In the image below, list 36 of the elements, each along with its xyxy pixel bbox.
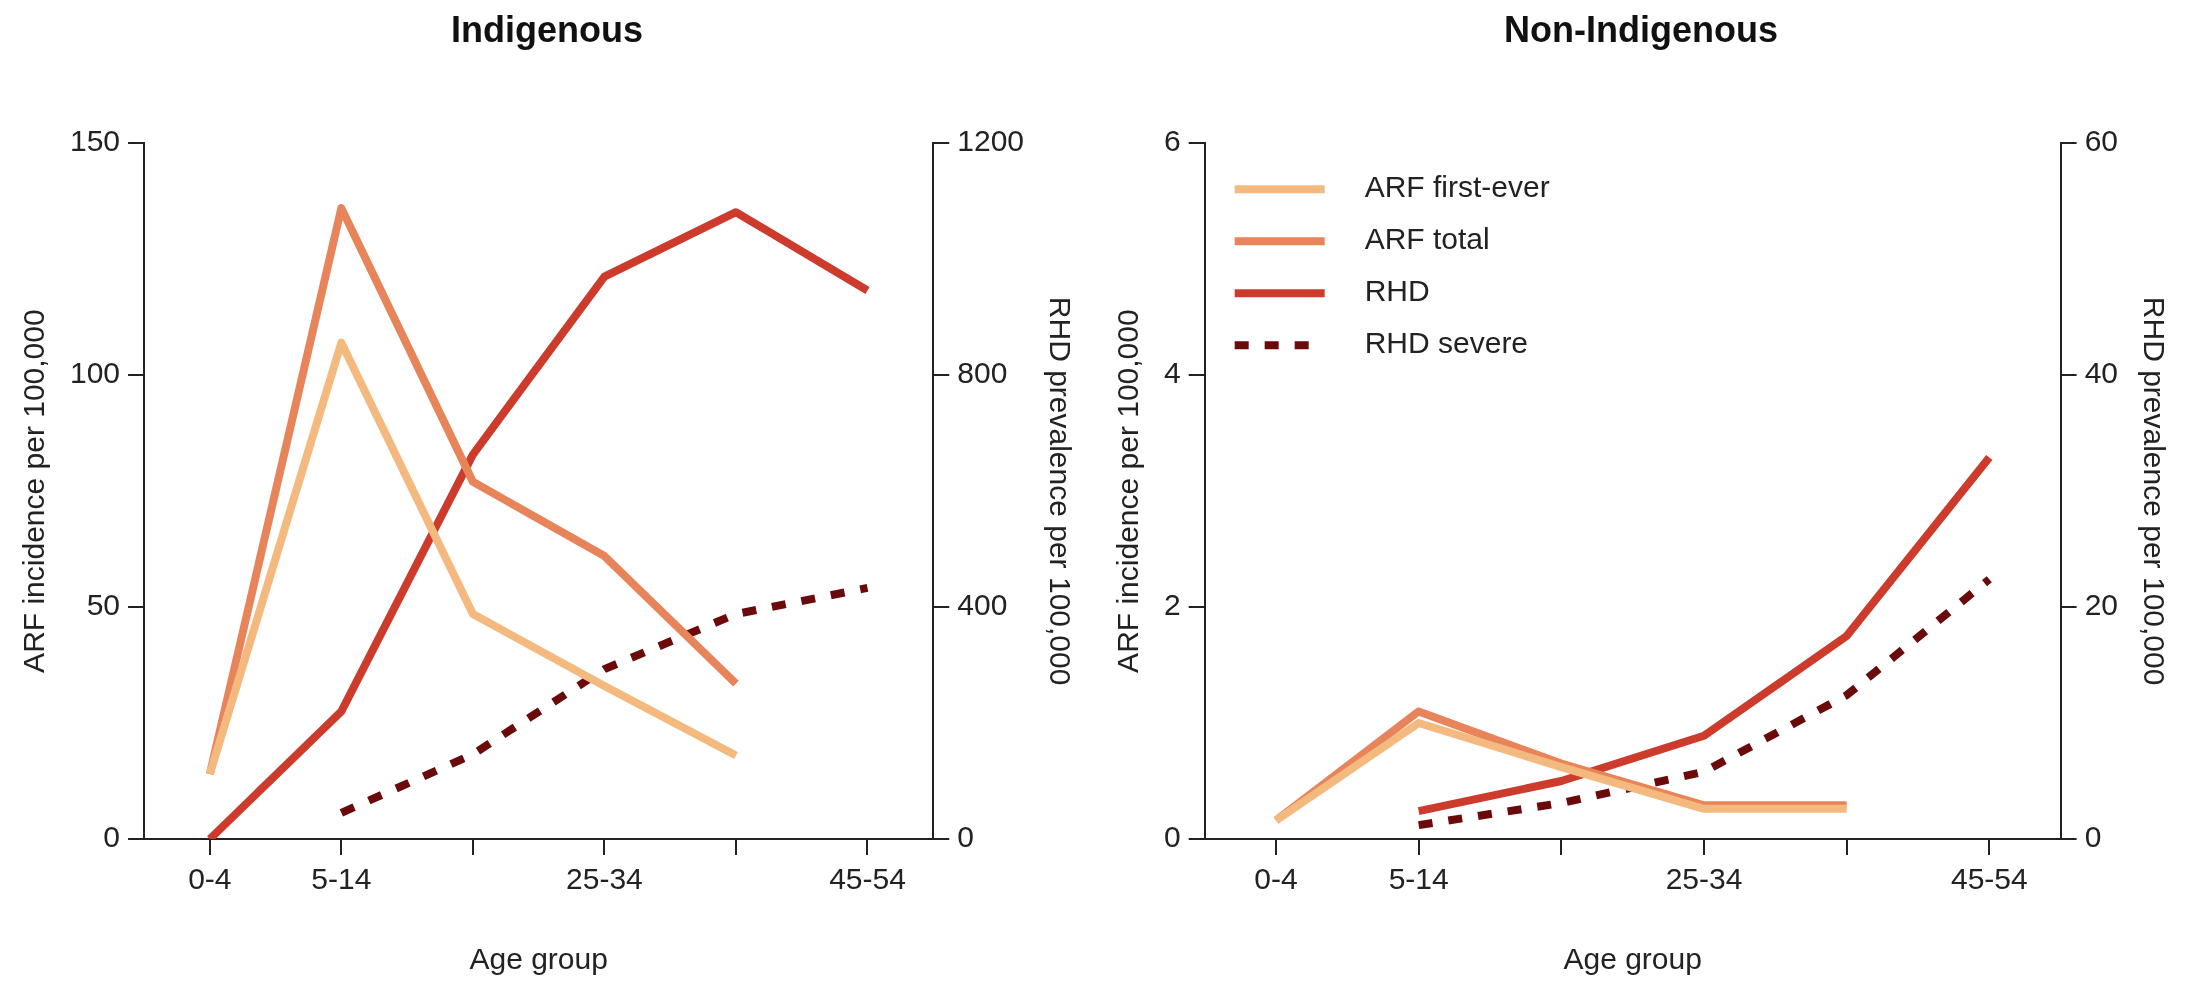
y-tick-label: 100 (69, 356, 121, 390)
legend-label: ARF first-ever (1364, 170, 1550, 204)
chart-title: Indigenous (451, 8, 643, 50)
x-tick-label: 25-34 (566, 862, 643, 896)
y2-tick-label: 40 (2084, 356, 2119, 390)
y2-tick-label: 400 (957, 588, 1008, 622)
y2-tick-label: 60 (2084, 124, 2119, 158)
y-tick-label: 2 (1164, 588, 1181, 622)
y-tick-label: 6 (1164, 124, 1181, 158)
x-axis-title: Age group (1563, 942, 1702, 976)
legend-label: RHD (1364, 274, 1430, 308)
legend-label: ARF total (1364, 222, 1490, 256)
y-axis-title: ARF incidence per 100,000 (17, 309, 51, 673)
y-tick-label: 0 (1164, 820, 1181, 854)
x-tick-label: 25-34 (1665, 862, 1743, 896)
x-tick-label: 0-4 (188, 862, 232, 896)
x-axis-title: Age group (469, 942, 608, 976)
x-tick-label: 5-14 (1388, 862, 1449, 896)
x-tick-label: 5-14 (311, 862, 372, 896)
chart-title: Non-Indigenous (1504, 8, 1778, 50)
y-tick-label: 0 (103, 820, 121, 854)
x-tick-label: 45-54 (829, 862, 906, 896)
x-tick-label: 0-4 (1254, 862, 1298, 896)
legend-label: RHD severe (1364, 326, 1529, 360)
y2-tick-label: 20 (2084, 588, 2119, 622)
y2-axis-title: RHD prevalence per 100,000 (1043, 296, 1077, 686)
y-tick-label: 50 (86, 588, 121, 622)
y-tick-label: 4 (1164, 356, 1181, 390)
x-tick-label: 45-54 (1950, 862, 2028, 896)
y2-tick-label: 800 (957, 356, 1008, 390)
y-axis-title: ARF incidence per 100,000 (1111, 309, 1145, 673)
y2-axis-title: RHD prevalence per 100,000 (2137, 296, 2171, 686)
y-tick-label: 150 (69, 124, 121, 158)
y2-tick-label: 0 (957, 820, 974, 854)
y2-tick-label: 1200 (957, 124, 1025, 158)
y2-tick-label: 0 (2084, 820, 2102, 854)
